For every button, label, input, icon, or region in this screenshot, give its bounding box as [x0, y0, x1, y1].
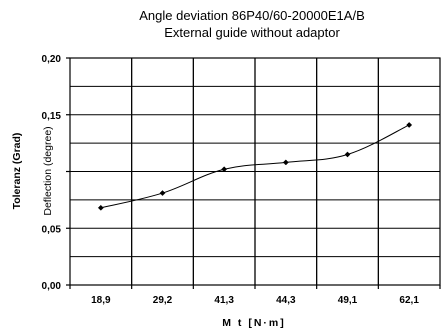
data-point — [406, 122, 413, 128]
y-tick-label: 0,05 — [42, 224, 62, 235]
data-point — [97, 204, 104, 211]
series-line — [100, 124, 410, 209]
x-tick-label: 44,3 — [276, 295, 296, 306]
x-tick-label: 49,1 — [338, 295, 358, 306]
y-axis-ticks: 0,00 0,05 0,15 0,20 — [42, 54, 70, 292]
x-tick-label: 29,2 — [153, 295, 173, 306]
y-tick-label: 0,20 — [42, 54, 62, 65]
y-tick-label: 0,00 — [42, 281, 62, 292]
x-axis-label: M t [N·m] — [222, 317, 286, 329]
chart-grid — [70, 57, 440, 286]
x-tick-label: 41,3 — [214, 295, 234, 306]
chart-title-line-1: Angle deviation 86P40/60-20000E1A/B — [139, 8, 365, 23]
x-tick-label: 18,9 — [91, 295, 111, 306]
data-point — [221, 166, 228, 173]
x-tick-label: 62,1 — [399, 295, 419, 306]
y-axis-label: Toleranz (Grad) — [11, 133, 23, 210]
series-points — [97, 122, 413, 211]
y-axis-label-overlay: Deflection (degree) — [42, 126, 54, 215]
data-point — [344, 151, 351, 158]
data-point — [159, 190, 166, 197]
y-tick-label: 0,15 — [42, 111, 62, 122]
x-axis-ticks: 18,9 29,2 41,3 44,3 49,1 62,1 — [69, 285, 441, 306]
data-point — [282, 159, 289, 166]
chart-title-line-2: External guide without adaptor — [164, 25, 340, 40]
